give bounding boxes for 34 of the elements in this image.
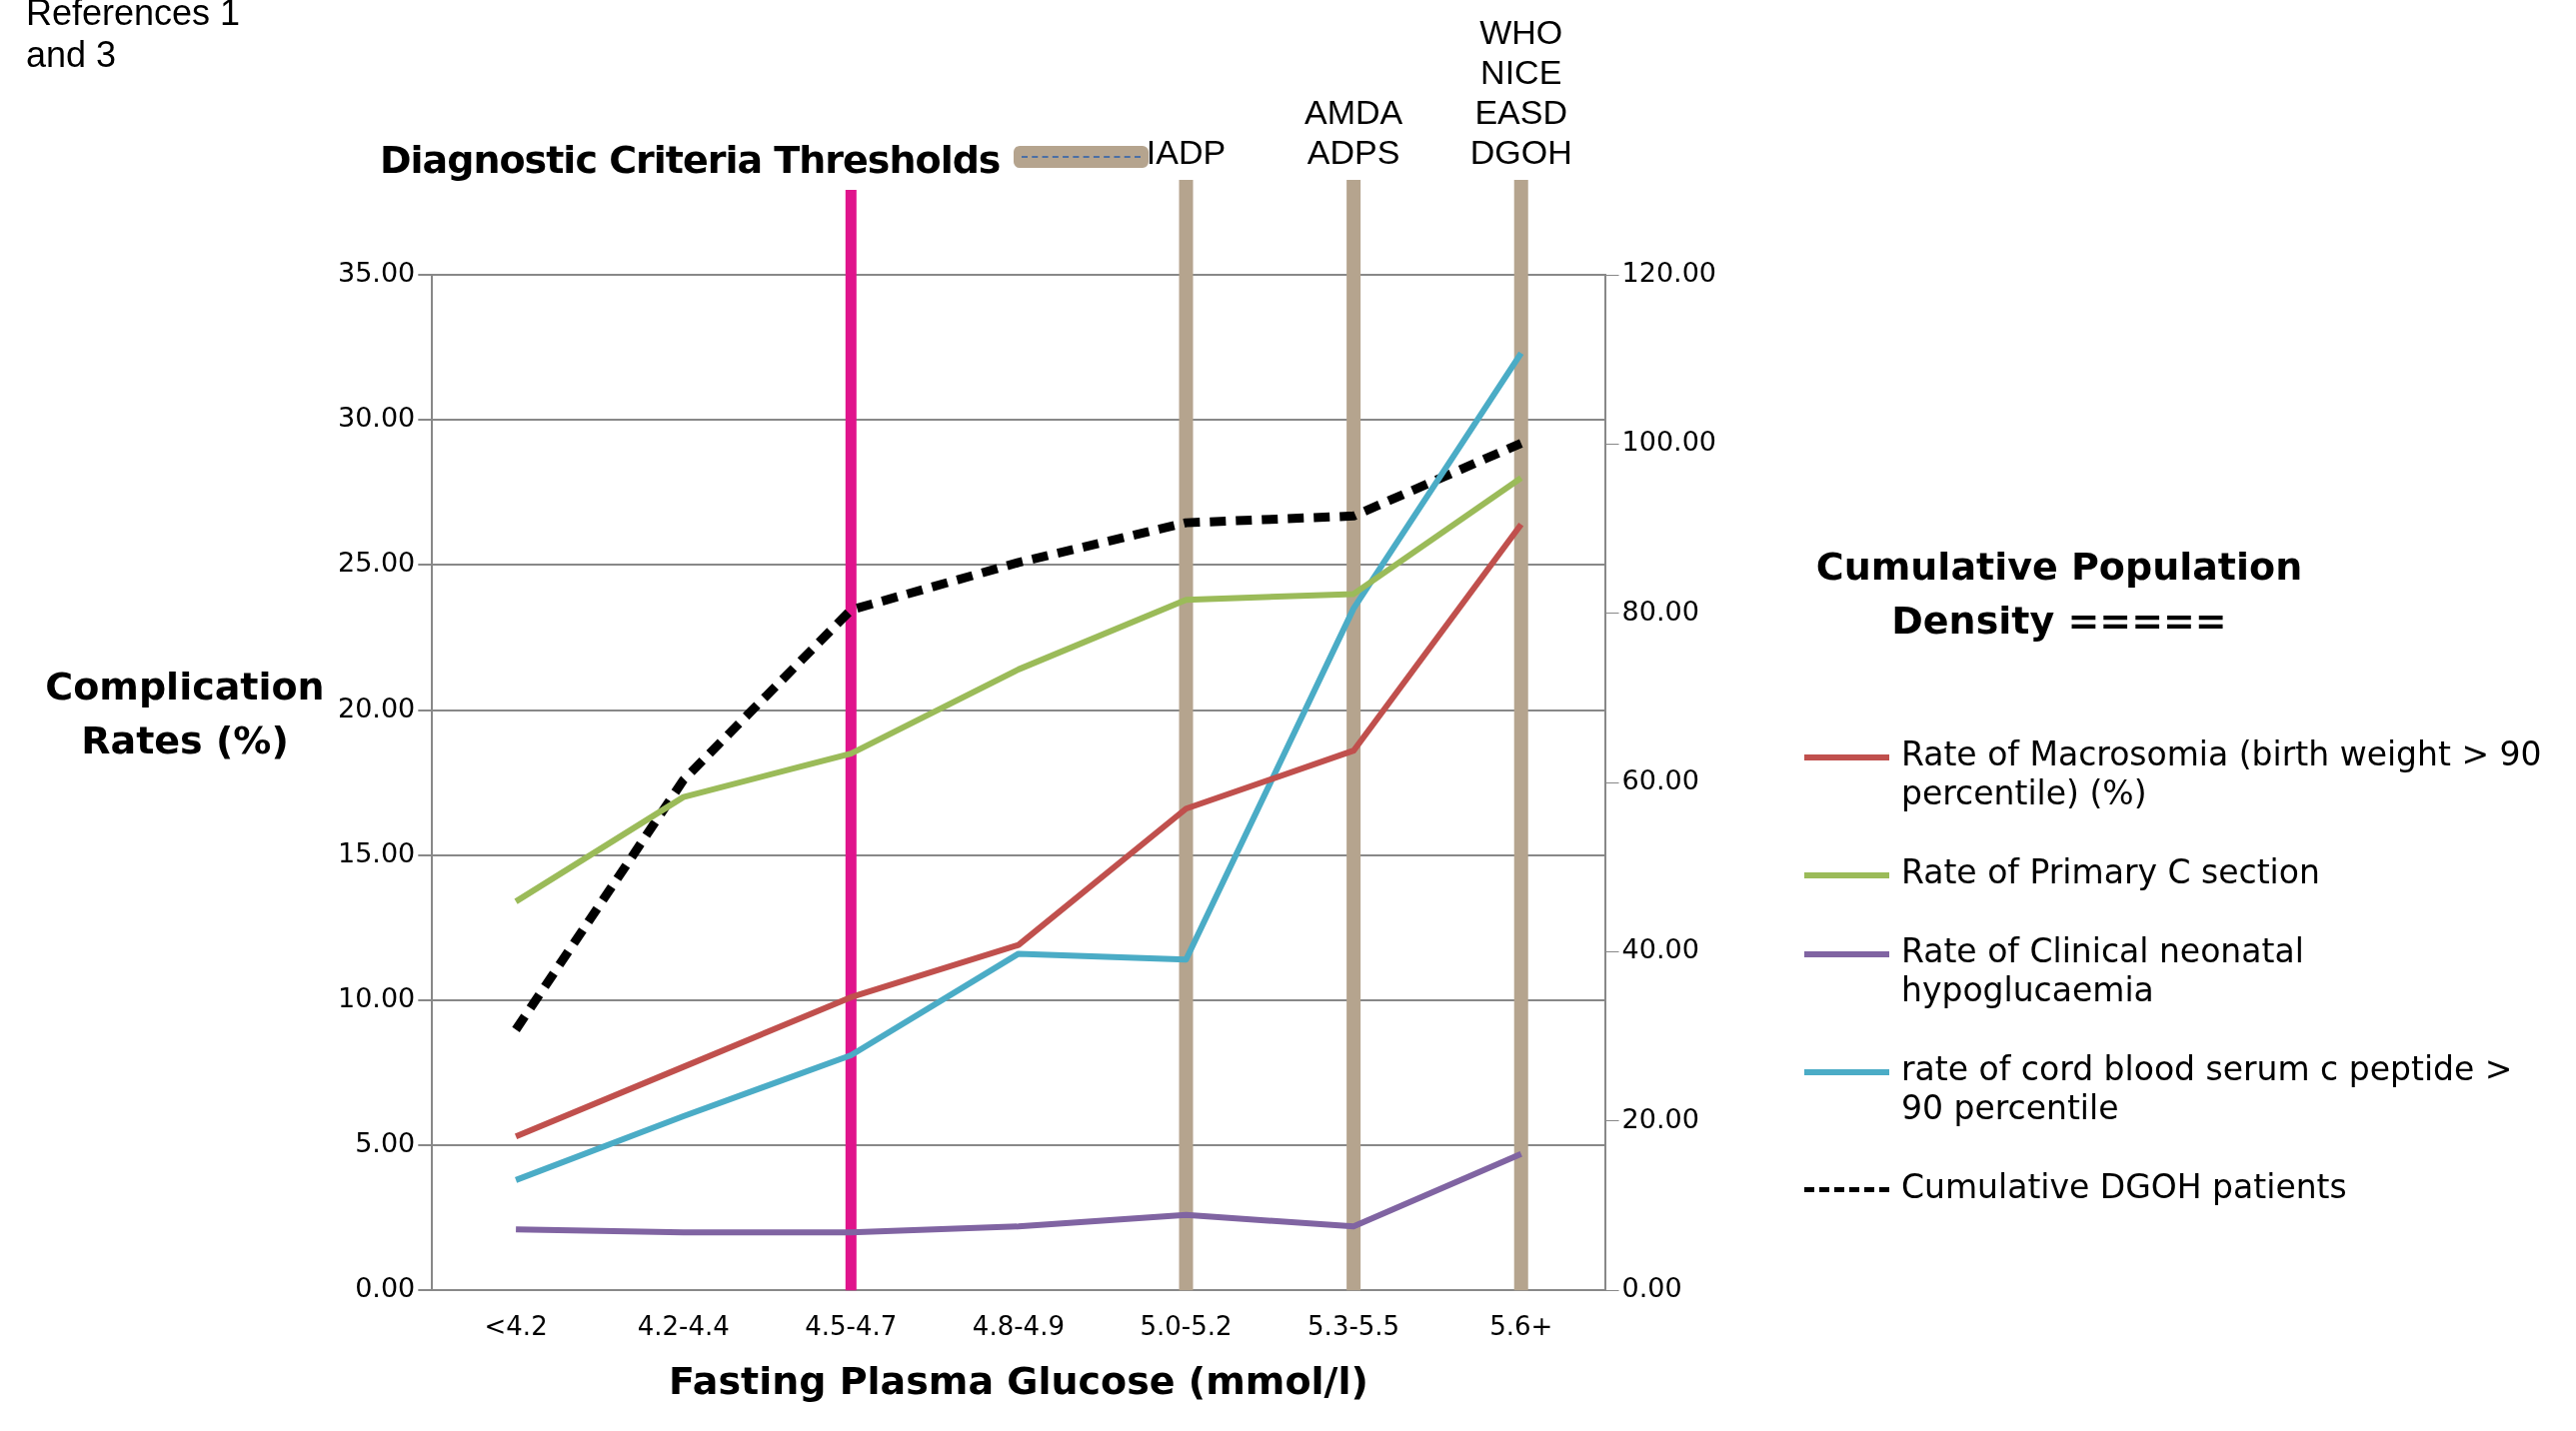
y2-axis-title: Cumulative Population Density ===== <box>1814 544 2304 645</box>
y2-tick-label: 80.00 <box>1621 595 1699 627</box>
ref-line-label: WHO NICE EASD DGOH <box>1469 13 1572 171</box>
ref-line-label: AMDA ADPS <box>1304 93 1403 171</box>
legend-label: Cumulative DGOH patients <box>1901 1167 2347 1206</box>
x-tick-label: 4.8-4.9 <box>972 1310 1065 1341</box>
y-axis-title: Complication Rates (%) <box>44 664 326 764</box>
x-tick-label: 4.2-4.4 <box>637 1310 730 1341</box>
x-tick-label: 5.3-5.5 <box>1307 1310 1400 1341</box>
x-tick-label: 5.0-5.2 <box>1140 1310 1233 1341</box>
y-tick-label: 35.00 <box>338 257 416 289</box>
y-tick-label: 10.00 <box>338 981 416 1013</box>
x-tick-label: <4.2 <box>484 1310 548 1341</box>
y2-tick-label: 60.00 <box>1621 764 1699 796</box>
y-tick-label: 0.00 <box>355 1272 416 1304</box>
y-tick-label: 20.00 <box>338 692 416 723</box>
y-tick-label: 25.00 <box>338 547 416 579</box>
y2-tick-label: 40.00 <box>1621 933 1699 965</box>
y-tick-label: 15.00 <box>338 836 416 868</box>
legend-label: rate of cord blood serum c peptide > 90 percentile <box>1901 1049 2514 1127</box>
x-tick-label: 5.6+ <box>1489 1310 1553 1341</box>
legend-label: Rate of Clinical neonatal hypoglucaemia <box>1901 931 2305 1009</box>
text: Diagnostic Criteria Thresholds <box>380 138 1001 182</box>
y2-tick-label: 120.00 <box>1621 257 1717 289</box>
y2-tick-label: 100.00 <box>1621 426 1717 458</box>
legend-label: Rate of Macrosomia (birth weight > 90 percentile) (%) <box>1901 734 2543 812</box>
y2-tick-label: 20.00 <box>1621 1102 1699 1134</box>
y2-tick-label: 0.00 <box>1621 1272 1682 1304</box>
legend-label: Rate of Primary C section <box>1901 852 2320 891</box>
y-tick-label: 5.00 <box>355 1127 416 1159</box>
x-axis-title: Fasting Plasma Glucose (mmol/l) <box>669 1359 1368 1404</box>
ref-line-label: IADP <box>1146 133 1227 171</box>
x-tick-label: 4.5-4.7 <box>805 1310 898 1341</box>
y-tick-label: 30.00 <box>338 402 416 434</box>
